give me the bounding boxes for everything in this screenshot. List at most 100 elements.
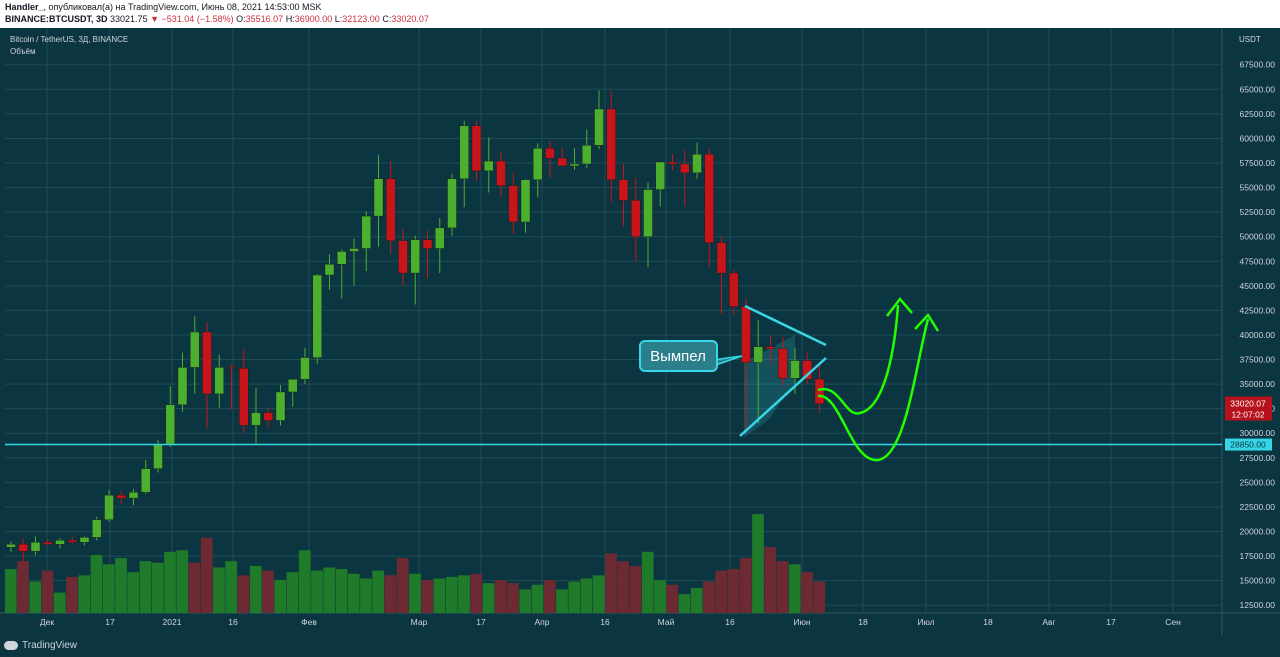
candle[interactable] — [202, 322, 212, 429]
open-label: O: — [236, 14, 246, 24]
low-label: L: — [334, 14, 343, 24]
candle[interactable] — [618, 163, 629, 227]
candle[interactable] — [606, 90, 616, 203]
publish-line: Handler_, опубликовал(а) на TradingView.… — [5, 2, 322, 12]
candle[interactable] — [141, 459, 151, 495]
candle[interactable] — [582, 129, 592, 168]
tradingview-logo[interactable]: TradingView — [4, 640, 77, 651]
candle[interactable] — [43, 539, 53, 547]
candle[interactable] — [729, 270, 739, 316]
candle[interactable] — [128, 489, 139, 505]
candle[interactable] — [680, 150, 690, 207]
candle[interactable] — [337, 249, 347, 299]
candle-body — [606, 108, 616, 180]
level-price-tag[interactable]: 28850.00 — [1225, 438, 1272, 451]
time-tick-label: 2021 — [163, 617, 182, 627]
author-name[interactable]: Handler_ — [5, 2, 44, 12]
candle-body — [692, 153, 702, 174]
candle[interactable] — [471, 120, 482, 181]
volume-bar — [225, 561, 238, 613]
candle[interactable] — [422, 230, 433, 278]
candle[interactable] — [349, 238, 359, 286]
candle[interactable] — [79, 536, 90, 546]
candle[interactable] — [508, 172, 518, 234]
currency-label: USDT — [1239, 35, 1261, 44]
candle[interactable] — [496, 152, 506, 198]
volume-bar — [752, 514, 764, 613]
candle-body — [533, 148, 543, 180]
volume-indicator-label[interactable]: Объём — [10, 47, 36, 56]
candle[interactable] — [594, 90, 604, 150]
candle[interactable] — [30, 536, 41, 556]
candle[interactable] — [165, 386, 175, 447]
candle[interactable] — [533, 143, 543, 198]
candle[interactable] — [214, 354, 224, 408]
pennant-lower-line[interactable] — [739, 357, 827, 437]
pennant-upper-line[interactable] — [744, 304, 827, 347]
candle[interactable] — [6, 541, 16, 553]
price-tick-label: 12500.00 — [1240, 600, 1276, 610]
volume-bar — [41, 570, 54, 613]
candle[interactable] — [226, 364, 237, 410]
price-tick-label: 15000.00 — [1240, 576, 1276, 586]
chart-header: Handler_, опубликовал(а) на TradingView.… — [0, 0, 1280, 28]
candle[interactable] — [386, 161, 396, 255]
candle[interactable] — [312, 274, 322, 364]
candle[interactable] — [239, 348, 249, 434]
candle[interactable] — [275, 385, 286, 426]
price-chart[interactable]: Вымпел 67500.00 65000.00 62500.00 60000.00 5… — [0, 28, 1280, 635]
candle[interactable] — [753, 320, 763, 424]
candle[interactable] — [18, 538, 28, 562]
candle[interactable] — [116, 491, 126, 504]
candle[interactable] — [545, 141, 555, 178]
low-value: 32123.00 — [342, 14, 380, 24]
time-tick-label: 16 — [228, 617, 238, 627]
candle[interactable] — [67, 536, 77, 545]
candle[interactable] — [251, 388, 261, 445]
candle[interactable] — [667, 154, 678, 170]
candle[interactable] — [263, 407, 273, 428]
candle[interactable] — [447, 173, 457, 236]
volume-bar — [347, 573, 360, 613]
candle[interactable] — [704, 149, 714, 268]
candle-body — [753, 346, 763, 363]
candle[interactable] — [459, 120, 469, 208]
candle[interactable] — [765, 334, 776, 365]
volume-bar — [580, 578, 593, 613]
volume-bar — [249, 565, 262, 613]
pennant-callout[interactable]: Вымпел — [639, 340, 743, 372]
candle[interactable] — [778, 336, 788, 386]
candle[interactable] — [435, 218, 445, 274]
candle[interactable] — [288, 378, 298, 407]
candle[interactable] — [361, 211, 371, 272]
candle[interactable] — [300, 347, 310, 385]
candle[interactable] — [484, 137, 494, 193]
arrow-head-icon — [914, 312, 940, 332]
candle[interactable] — [520, 178, 531, 233]
candle[interactable] — [373, 155, 384, 247]
candle-body — [680, 163, 690, 174]
symbol-name[interactable]: BINANCE:BTCUSDT, 3D — [5, 14, 108, 24]
candle[interactable] — [177, 352, 188, 412]
candle[interactable] — [398, 228, 408, 286]
candle[interactable] — [104, 490, 114, 522]
price-tick-label: 62500.00 — [1240, 109, 1276, 119]
time-tick-label: Мар — [411, 617, 428, 627]
candle[interactable] — [55, 538, 65, 549]
projection-arrow-short[interactable] — [817, 304, 900, 415]
candle[interactable] — [190, 316, 200, 394]
candle[interactable] — [324, 254, 335, 290]
candle[interactable] — [655, 161, 665, 207]
candle[interactable] — [692, 142, 702, 179]
candle[interactable] — [643, 182, 653, 268]
time-axis: Дек 17 2021 16 Фев Мар 17 Апр 16 Май 16 Июн 18 Июл 18 А… — [40, 617, 1181, 627]
time-tick-label: Апр — [535, 617, 550, 627]
candle[interactable] — [557, 147, 567, 167]
candle[interactable] — [716, 236, 727, 315]
candle[interactable] — [631, 177, 641, 262]
candle[interactable] — [92, 516, 102, 541]
candle[interactable] — [410, 235, 420, 305]
projection-arrow-long[interactable] — [817, 318, 930, 462]
candle[interactable] — [569, 148, 580, 170]
